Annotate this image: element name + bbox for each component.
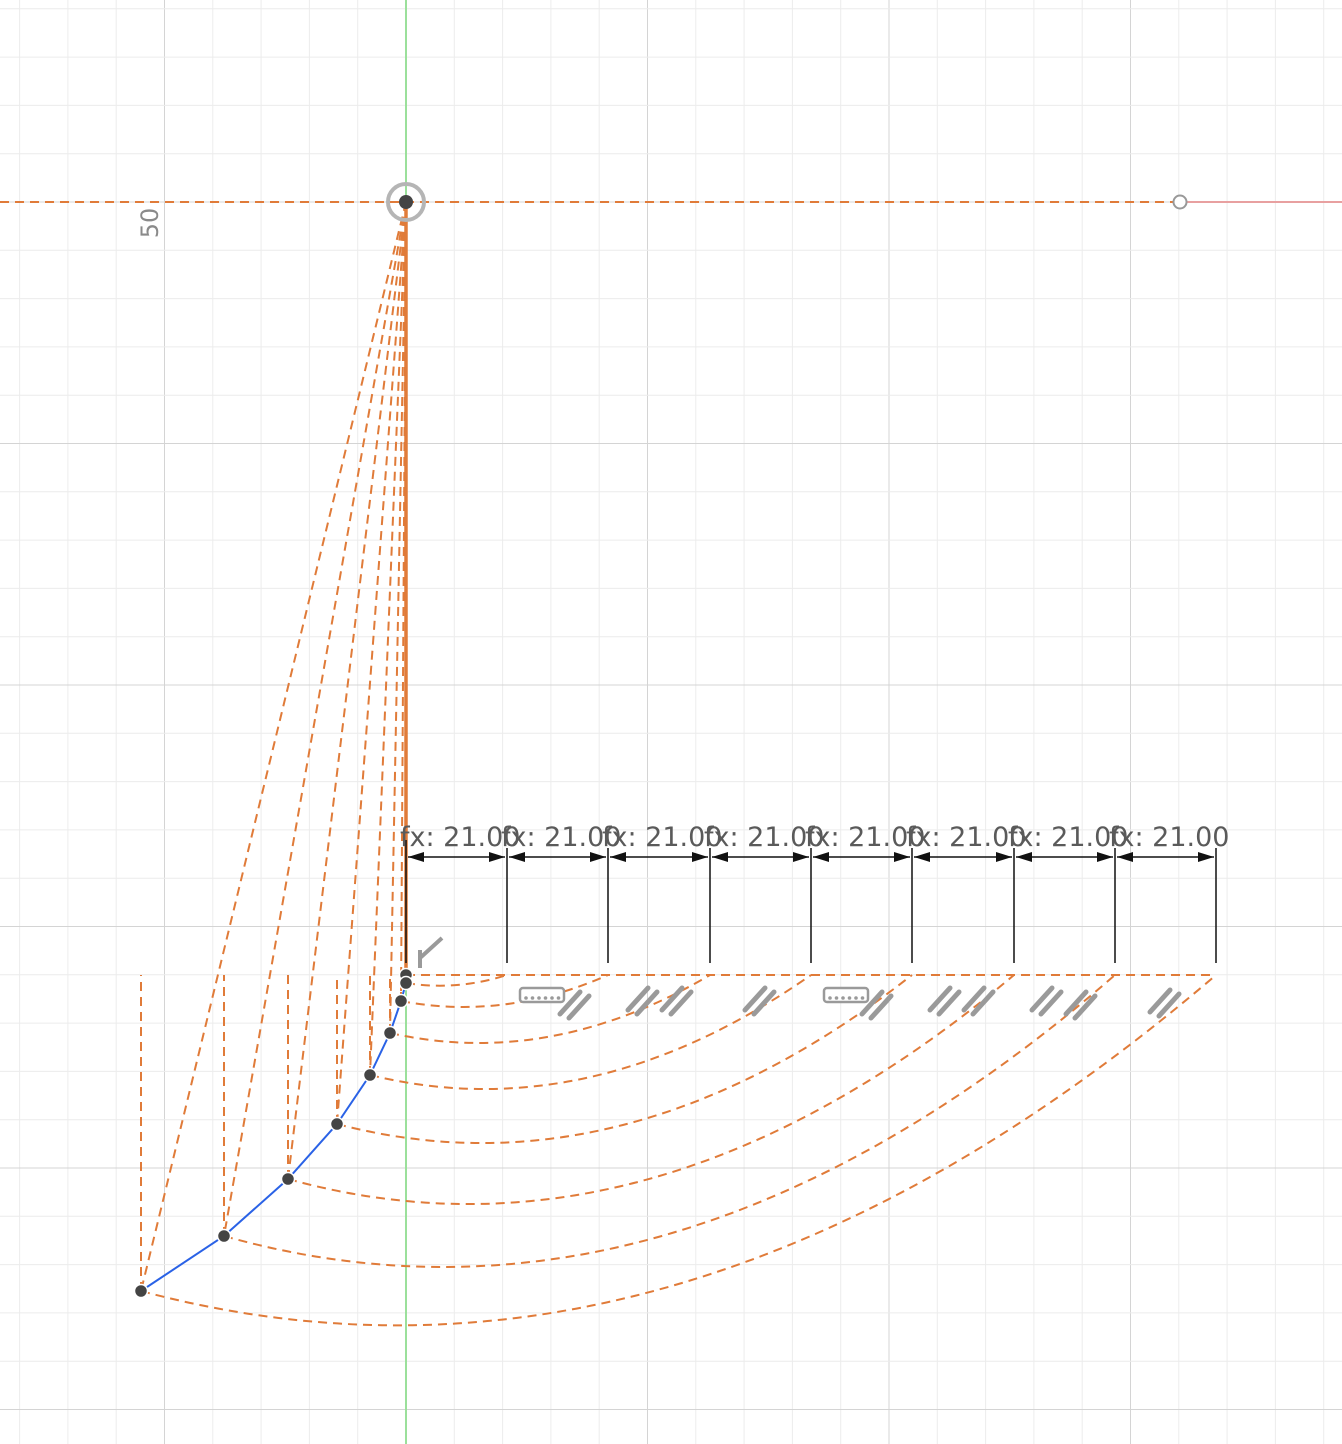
horizontal-constraint-dot [531, 996, 535, 1000]
origin-point[interactable] [399, 195, 413, 209]
dimension-label[interactable]: fx: 21.00 [1109, 822, 1229, 853]
horizontal-constraint-dot [550, 996, 554, 1000]
horizontal-constraint-icon[interactable] [824, 988, 868, 1002]
spline-point[interactable] [218, 1230, 231, 1243]
grid-label-50: 50 [136, 208, 164, 239]
spline-point[interactable] [384, 1027, 397, 1040]
horizontal-constraint-dot [841, 996, 845, 1000]
spline-point[interactable] [395, 995, 408, 1008]
horizontal-constraint-dot [524, 996, 528, 1000]
horizontal-constraint-box [520, 988, 564, 1002]
horizontal-constraint-dot [537, 996, 541, 1000]
horizontal-constraint-dot [835, 996, 839, 1000]
spline-point[interactable] [364, 1069, 377, 1082]
line-endpoint[interactable] [1174, 196, 1187, 209]
spline-point[interactable] [331, 1118, 344, 1131]
horizontal-constraint-dot [828, 996, 832, 1000]
horizontal-constraint-dot [848, 996, 852, 1000]
horizontal-constraint-box [824, 988, 868, 1002]
horizontal-constraint-dot [861, 996, 865, 1000]
horizontal-constraint-icon[interactable] [520, 988, 564, 1002]
horizontal-constraint-dot [854, 996, 858, 1000]
spline-point[interactable] [282, 1173, 295, 1186]
spline-point[interactable] [400, 977, 413, 990]
horizontal-constraint-dot [544, 996, 548, 1000]
horizontal-constraint-dot [557, 996, 561, 1000]
spline-point[interactable] [135, 1285, 148, 1298]
